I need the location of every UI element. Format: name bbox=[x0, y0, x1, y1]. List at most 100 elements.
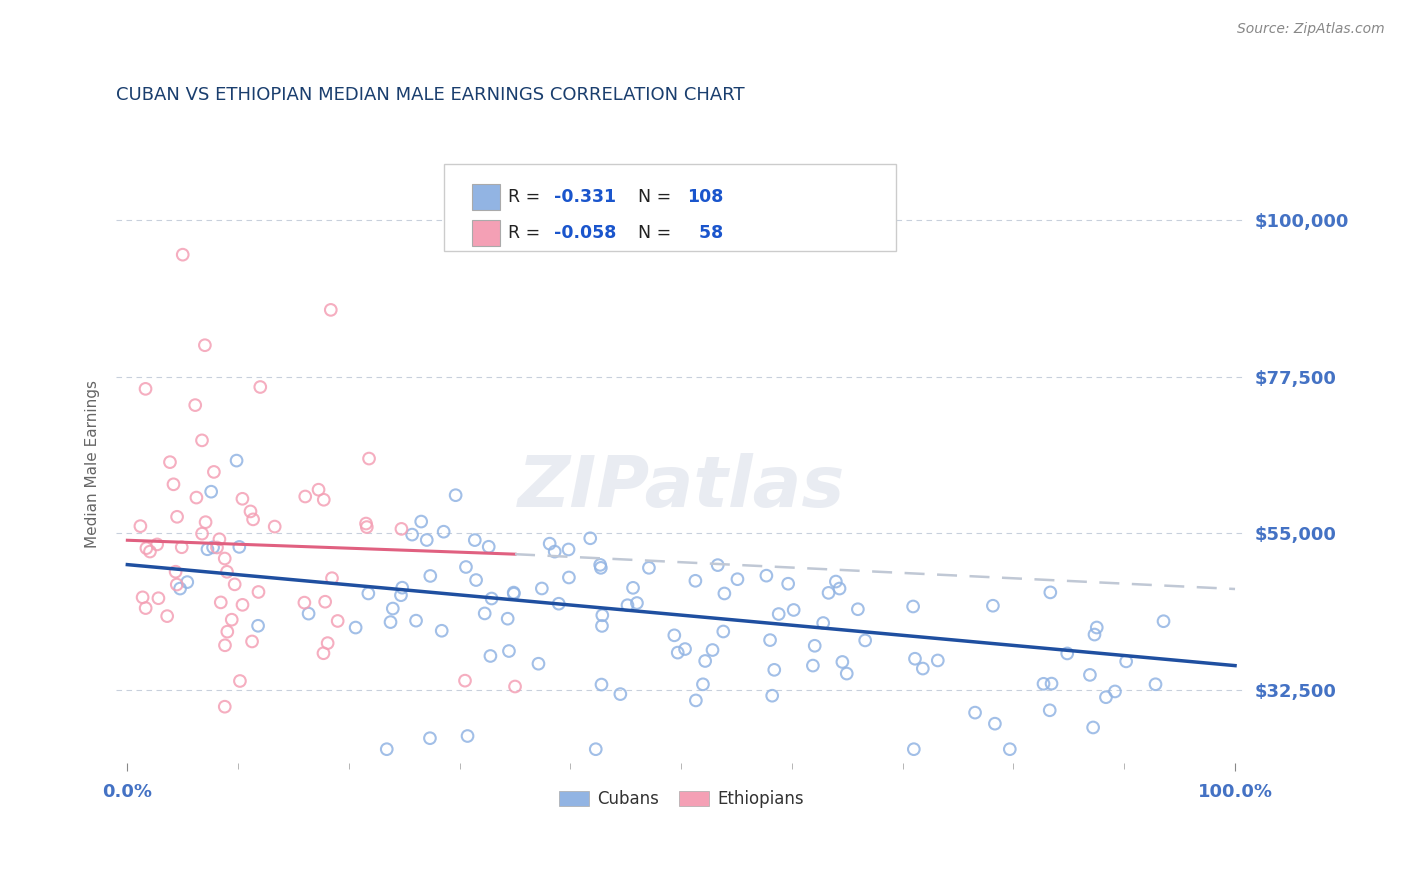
Point bbox=[135, 541, 157, 556]
Point bbox=[214, 699, 236, 714]
Point bbox=[430, 624, 453, 638]
Point bbox=[162, 477, 184, 491]
Point bbox=[768, 607, 790, 621]
Point bbox=[609, 687, 631, 701]
Point bbox=[547, 597, 569, 611]
Point bbox=[139, 544, 162, 558]
Point bbox=[214, 551, 236, 566]
Point bbox=[176, 575, 198, 590]
Point bbox=[375, 742, 398, 756]
Point bbox=[242, 512, 264, 526]
Point bbox=[702, 643, 724, 657]
Point bbox=[191, 434, 214, 448]
Point bbox=[711, 624, 734, 639]
Point bbox=[135, 601, 157, 615]
Point bbox=[444, 488, 467, 502]
Point bbox=[146, 537, 169, 551]
Point bbox=[1039, 585, 1062, 599]
Point bbox=[1032, 677, 1054, 691]
Point bbox=[419, 569, 441, 583]
Legend: Cubans, Ethiopians: Cubans, Ethiopians bbox=[553, 783, 810, 814]
Point bbox=[621, 581, 644, 595]
Point bbox=[904, 651, 927, 665]
Point bbox=[231, 491, 253, 506]
Point bbox=[263, 519, 285, 533]
Point bbox=[194, 515, 217, 529]
Point bbox=[208, 533, 231, 547]
Point bbox=[927, 653, 949, 667]
Point bbox=[166, 577, 188, 591]
Point bbox=[454, 560, 477, 574]
Point bbox=[579, 531, 602, 545]
Point bbox=[312, 646, 335, 660]
Text: Source: ZipAtlas.com: Source: ZipAtlas.com bbox=[1237, 22, 1385, 37]
Point bbox=[1081, 721, 1104, 735]
Point bbox=[419, 731, 441, 746]
Point bbox=[380, 615, 402, 629]
Point bbox=[200, 484, 222, 499]
Text: N =: N = bbox=[627, 188, 676, 206]
Point bbox=[759, 633, 782, 648]
Point bbox=[591, 677, 613, 691]
Point bbox=[1153, 614, 1175, 628]
Point bbox=[825, 574, 848, 589]
Point bbox=[481, 591, 503, 606]
Point bbox=[557, 542, 579, 557]
Point bbox=[465, 573, 488, 587]
Point bbox=[585, 742, 607, 756]
Point bbox=[1095, 690, 1118, 705]
Point bbox=[326, 614, 349, 628]
Point bbox=[761, 689, 783, 703]
Point bbox=[401, 527, 423, 541]
Point bbox=[1104, 684, 1126, 698]
Point bbox=[706, 558, 728, 573]
Point bbox=[782, 603, 804, 617]
Point bbox=[903, 742, 925, 756]
Point bbox=[498, 644, 520, 658]
Point bbox=[755, 568, 778, 582]
Point bbox=[354, 516, 377, 531]
Point bbox=[316, 636, 339, 650]
Point bbox=[184, 398, 207, 412]
Point bbox=[135, 382, 157, 396]
Point bbox=[478, 540, 501, 554]
Point bbox=[357, 586, 380, 600]
Text: R =: R = bbox=[509, 224, 546, 242]
Point bbox=[297, 607, 319, 621]
Point bbox=[496, 612, 519, 626]
Point bbox=[159, 455, 181, 469]
Point bbox=[673, 642, 696, 657]
Point bbox=[474, 607, 496, 621]
Point bbox=[538, 536, 561, 550]
Point bbox=[239, 504, 262, 518]
Point bbox=[170, 541, 193, 555]
Point bbox=[853, 633, 876, 648]
Point bbox=[981, 599, 1004, 613]
Point bbox=[831, 655, 853, 669]
Point bbox=[901, 599, 924, 614]
Point bbox=[247, 619, 270, 633]
Point bbox=[229, 673, 252, 688]
Point bbox=[692, 677, 714, 691]
Point bbox=[464, 533, 486, 547]
Text: -0.331: -0.331 bbox=[554, 188, 616, 206]
Point bbox=[1039, 703, 1062, 717]
Point bbox=[391, 522, 413, 536]
Point bbox=[172, 248, 194, 262]
Point bbox=[217, 624, 239, 639]
Point bbox=[321, 571, 343, 585]
Point bbox=[1078, 668, 1101, 682]
Point bbox=[616, 599, 638, 613]
Point bbox=[308, 483, 330, 497]
Point bbox=[502, 585, 524, 599]
FancyBboxPatch shape bbox=[472, 185, 501, 210]
Point bbox=[224, 577, 246, 591]
Point bbox=[391, 581, 413, 595]
Point bbox=[589, 558, 612, 572]
Point bbox=[344, 621, 367, 635]
Point bbox=[148, 591, 170, 606]
Point bbox=[197, 542, 219, 557]
Point bbox=[801, 658, 824, 673]
Point bbox=[664, 628, 686, 642]
Point bbox=[319, 302, 342, 317]
